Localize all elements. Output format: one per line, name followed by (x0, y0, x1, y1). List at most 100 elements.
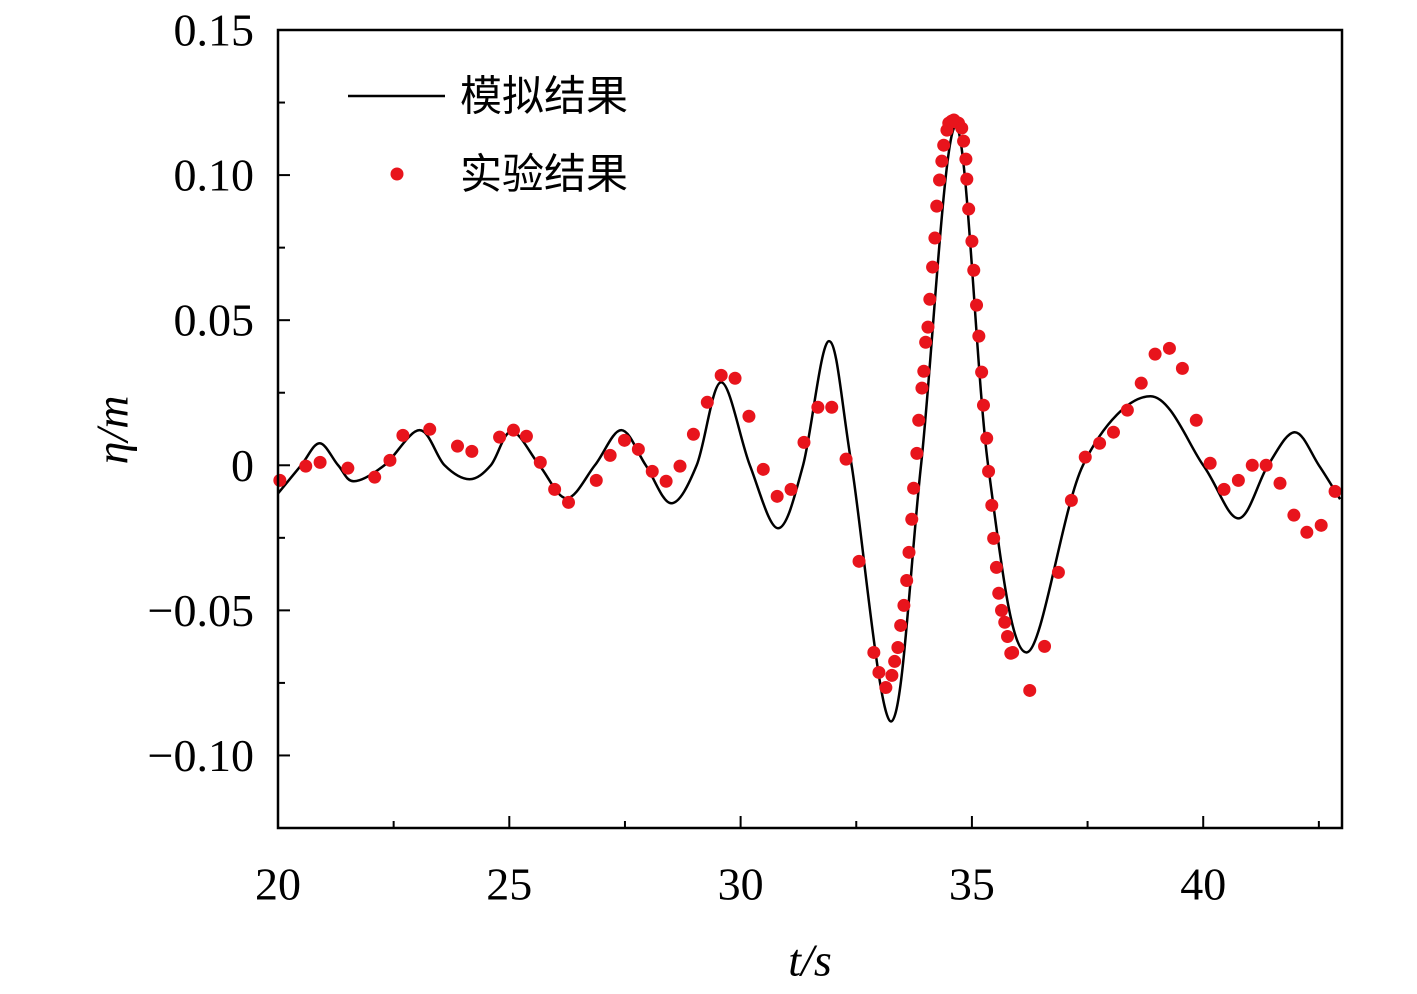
exp-point (919, 335, 933, 349)
exp-point (1038, 639, 1052, 653)
exp-point (714, 368, 728, 382)
exp-point (519, 429, 533, 443)
exp-point (1259, 458, 1273, 472)
exp-point (811, 400, 825, 414)
exp-point (617, 433, 631, 447)
y-tick-label: 0 (231, 440, 254, 491)
exp-point (900, 573, 914, 587)
exp-point (1051, 565, 1065, 579)
exp-point (917, 364, 931, 378)
exp-point (891, 641, 905, 655)
exp-point (872, 665, 886, 679)
exp-point (1023, 683, 1037, 697)
exp-point (1148, 347, 1162, 361)
exp-point (1134, 376, 1148, 390)
exp-point (299, 459, 313, 473)
exp-point (970, 298, 984, 312)
exp-point (885, 668, 899, 682)
exp-point (784, 482, 798, 496)
y-axis-label: η/m (87, 396, 138, 465)
exp-point (982, 464, 996, 478)
exp-point (1328, 484, 1342, 498)
legend-text: 实验结果 (460, 150, 628, 199)
exp-point (962, 202, 976, 216)
exp-point (989, 560, 1003, 574)
exp-point (955, 121, 969, 135)
y-tick-label: 0.10 (174, 150, 255, 201)
exp-point (1300, 525, 1314, 539)
exp-point (645, 464, 659, 478)
exp-point (852, 554, 866, 568)
exp-point (976, 398, 990, 412)
exp-point (998, 615, 1012, 629)
exp-point (533, 455, 547, 469)
exp-point (915, 381, 929, 395)
exp-point (933, 173, 947, 187)
exp-point (673, 459, 687, 473)
exp-point (1106, 425, 1120, 439)
exp-point (867, 645, 881, 659)
exp-point (589, 473, 603, 487)
exp-point (960, 172, 974, 186)
exp-point (493, 430, 507, 444)
exp-point (313, 455, 327, 469)
exp-point (930, 199, 944, 213)
exp-point (879, 681, 893, 695)
x-tick-label: 40 (1180, 859, 1226, 910)
x-tick-label: 25 (486, 859, 532, 910)
exp-point (972, 329, 986, 343)
legend-dot (390, 167, 404, 181)
exp-point (1093, 436, 1107, 450)
exp-point (910, 446, 924, 460)
exp-point (742, 409, 756, 423)
exp-point (923, 292, 937, 306)
exp-point (1245, 458, 1259, 472)
legend-text: 模拟结果 (460, 72, 628, 121)
exp-point (383, 453, 397, 467)
exp-point (912, 413, 926, 427)
x-tick-label: 20 (255, 859, 301, 910)
sim-line (278, 124, 1342, 723)
exp-point (1175, 361, 1189, 375)
exp-point (1273, 476, 1287, 490)
exp-point (995, 603, 1009, 617)
exp-point (987, 531, 1001, 545)
exp-point (1231, 473, 1245, 487)
exp-point (1189, 413, 1203, 427)
exp-point (1064, 493, 1078, 507)
exp-point (1314, 518, 1328, 532)
exp-point (548, 482, 562, 496)
plot-frame (276, 28, 1344, 830)
exp-point (839, 452, 853, 466)
exp-point (905, 512, 919, 526)
y-tick-label: −0.10 (148, 730, 254, 781)
exp-point (1001, 629, 1015, 643)
exp-point (894, 618, 908, 632)
exp-point (506, 423, 520, 437)
exp-point (603, 448, 617, 462)
exp-point (465, 444, 479, 458)
exp-point (341, 461, 355, 475)
exp-point (396, 428, 410, 442)
exp-point (897, 598, 911, 612)
exp-point (1006, 645, 1020, 659)
exp-point (965, 234, 979, 248)
exp-point (423, 422, 437, 436)
exp-point (967, 263, 981, 277)
exp-point (957, 134, 971, 148)
exp-point (450, 439, 464, 453)
exp-point (1217, 482, 1231, 496)
x-tick-label: 35 (949, 859, 995, 910)
exp-point (907, 481, 921, 495)
exp-point (888, 654, 902, 668)
exp-point (686, 427, 700, 441)
exp-point (902, 545, 916, 559)
exp-point (756, 462, 770, 476)
exp-point (700, 395, 714, 409)
exp-point (992, 586, 1006, 600)
exp-point (1162, 341, 1176, 355)
exp-point (770, 489, 784, 503)
exp-point (797, 435, 811, 449)
exp-point (631, 442, 645, 456)
